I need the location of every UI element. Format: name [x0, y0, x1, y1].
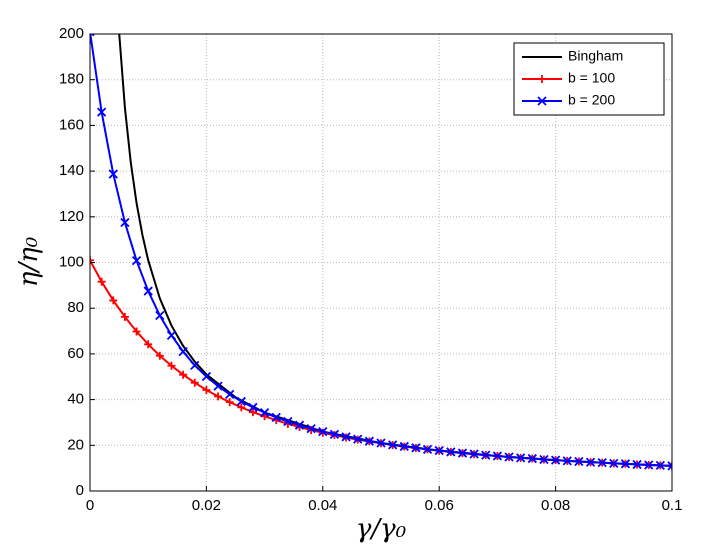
data-marker: [539, 454, 549, 465]
data-marker: [667, 461, 672, 471]
data-marker: [341, 432, 351, 442]
x-tick-label: 0.08: [541, 497, 570, 514]
data-marker: [457, 448, 468, 458]
data-marker: [283, 416, 293, 427]
x-tick-label: 0.1: [662, 497, 683, 514]
data-marker: [237, 403, 246, 412]
data-marker: [109, 296, 118, 305]
data-marker: [376, 438, 386, 448]
data-marker: [527, 453, 537, 464]
legend-label: Bingham: [568, 48, 623, 64]
data-marker: [632, 459, 642, 470]
y-tick-label: 140: [59, 162, 84, 179]
data-marker: [585, 457, 596, 467]
data-marker: [411, 443, 421, 453]
data-marker: [97, 277, 106, 286]
legend: Bingham b = 100 b = 200: [513, 42, 665, 116]
data-marker: [294, 420, 305, 430]
data-marker: [202, 386, 211, 395]
data-marker: [166, 330, 177, 341]
data-marker: [364, 436, 374, 446]
y-tick-label: 40: [67, 391, 84, 408]
y-tick-label: 100: [59, 253, 84, 270]
y-tick-label: 60: [67, 345, 84, 362]
data-marker: [120, 312, 129, 321]
data-marker: [306, 423, 316, 434]
x-tick-label: 0.02: [192, 497, 221, 514]
data-marker: [574, 456, 584, 467]
data-marker: [446, 447, 456, 457]
data-marker: [225, 398, 234, 407]
y-tick-label: 20: [67, 436, 84, 453]
data-marker: [90, 256, 94, 265]
data-marker: [155, 310, 165, 321]
data-marker: [353, 434, 363, 444]
data-marker: [190, 360, 200, 370]
data-marker: [155, 351, 164, 360]
y-tick-label: 80: [67, 299, 84, 316]
data-marker: [132, 327, 141, 336]
data-marker: [236, 396, 246, 407]
data-marker: [597, 458, 607, 468]
data-marker: [481, 450, 491, 460]
x-axis-label: γ/γ₀: [356, 514, 407, 544]
data-marker: [201, 371, 212, 382]
data-marker: [131, 256, 142, 266]
data-marker: [388, 440, 398, 450]
data-marker: [609, 458, 619, 468]
data-marker: [550, 455, 561, 465]
x-tick-label: 0.04: [308, 497, 337, 514]
data-marker: [179, 370, 188, 379]
data-marker: [469, 449, 479, 459]
data-marker: [644, 460, 654, 470]
data-marker: [492, 451, 503, 461]
data-marker: [225, 389, 235, 399]
data-marker: [143, 286, 153, 296]
y-tick-label: 0: [76, 482, 84, 499]
data-marker: [434, 445, 444, 456]
y-axis-label: η/η₀: [14, 236, 44, 287]
y-tick-label: 180: [59, 71, 84, 88]
data-marker: [422, 444, 433, 455]
y-tick-label: 160: [59, 116, 84, 133]
data-marker: [167, 361, 176, 370]
data-marker: [271, 412, 281, 423]
legend-label: b = 200: [568, 92, 615, 108]
data-marker: [214, 392, 223, 401]
legend-marker: [538, 75, 546, 83]
x-tick-label: 0.06: [425, 497, 454, 514]
data-marker: [620, 459, 631, 469]
data-marker: [329, 429, 340, 439]
legend-marker: [537, 96, 547, 106]
data-marker: [248, 402, 258, 413]
data-marker: [655, 460, 665, 471]
data-marker: [120, 217, 130, 228]
data-marker: [504, 452, 514, 462]
data-marker: [144, 340, 153, 349]
data-marker: [190, 378, 199, 387]
data-marker: [248, 408, 257, 417]
plot-lines: [90, 34, 672, 471]
y-tick-label: 200: [59, 25, 84, 42]
x-tick-label: 0: [86, 497, 94, 514]
data-marker: [318, 426, 328, 437]
data-marker: [562, 456, 572, 466]
data-marker: [97, 107, 107, 117]
data-marker: [108, 169, 118, 179]
data-marker: [259, 407, 270, 418]
y-tick-label: 120: [59, 208, 84, 225]
data-marker: [213, 381, 223, 391]
data-marker: [516, 453, 526, 463]
data-marker: [399, 441, 409, 452]
data-marker: [178, 346, 188, 357]
legend-label: b = 100: [568, 70, 615, 86]
